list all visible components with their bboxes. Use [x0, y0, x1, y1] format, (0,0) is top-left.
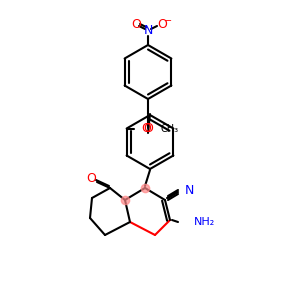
- Text: O: O: [142, 122, 152, 135]
- Text: NH₂: NH₂: [194, 217, 215, 227]
- Text: N: N: [184, 184, 194, 196]
- Text: N: N: [143, 25, 153, 38]
- Text: CH₃: CH₃: [160, 124, 179, 134]
- Text: O: O: [131, 19, 141, 32]
- Text: O: O: [143, 122, 153, 134]
- Text: −: −: [164, 16, 172, 26]
- Text: O: O: [86, 172, 96, 184]
- Text: O: O: [157, 19, 167, 32]
